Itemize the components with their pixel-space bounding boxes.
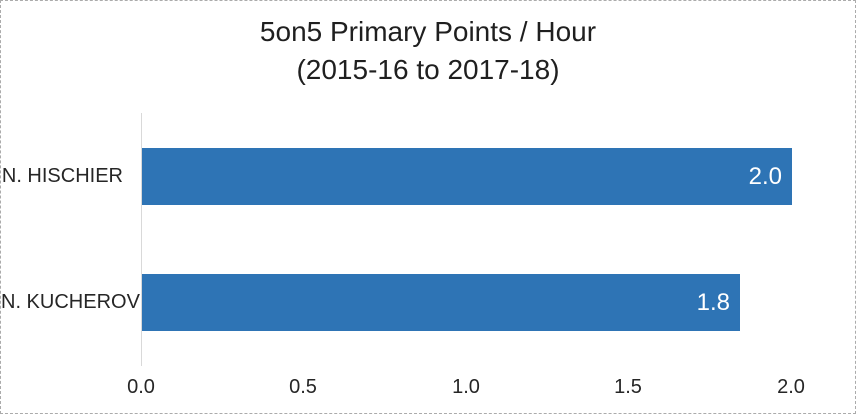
chart-title-line1: 5on5 Primary Points / Hour [259,16,597,47]
chart-title: 5on5 Primary Points / Hour (2015-16 to 2… [1,13,855,89]
x-axis-tick-3: 1.5 [614,376,642,398]
chart-title-line2: (2015-16 to 2017-18) [296,54,560,85]
x-axis-tick-4: 2.0 [777,376,805,398]
x-axis-tick-0: 0.0 [127,376,155,398]
x-axis-tick-1: 0.5 [289,376,317,398]
x-axis-tick-2: 1.0 [452,376,480,398]
category-label-kucherov: N. KUCHEROV [1,291,140,313]
bar-value-label-kucherov: 1.8 [696,288,730,316]
category-label-hischier: N. HISCHIER [1,165,123,187]
bar-kucherov: 1.8 [142,274,740,331]
bar-hischier: 2.0 [142,148,792,205]
plot-area: 2.0 1.8 [141,113,792,366]
bar-value-label-hischier: 2.0 [748,162,782,190]
